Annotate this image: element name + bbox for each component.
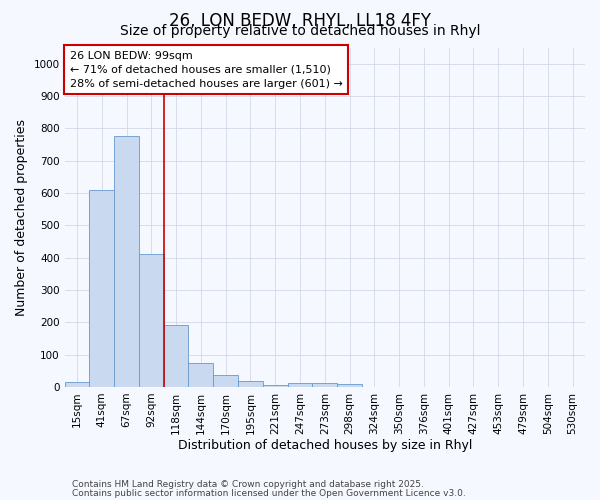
Bar bbox=[65, 382, 89, 387]
Text: Size of property relative to detached houses in Rhyl: Size of property relative to detached ho… bbox=[120, 24, 480, 38]
Bar bbox=[139, 254, 164, 387]
Text: Contains public sector information licensed under the Open Government Licence v3: Contains public sector information licen… bbox=[72, 489, 466, 498]
Text: Contains HM Land Registry data © Crown copyright and database right 2025.: Contains HM Land Registry data © Crown c… bbox=[72, 480, 424, 489]
Text: 26 LON BEDW: 99sqm
← 71% of detached houses are smaller (1,510)
28% of semi-deta: 26 LON BEDW: 99sqm ← 71% of detached hou… bbox=[70, 51, 343, 89]
Bar bbox=[213, 374, 238, 387]
Bar bbox=[263, 386, 287, 387]
Bar bbox=[238, 381, 263, 387]
Bar bbox=[188, 362, 213, 387]
Y-axis label: Number of detached properties: Number of detached properties bbox=[15, 118, 28, 316]
Bar bbox=[287, 383, 313, 387]
Bar bbox=[89, 190, 114, 387]
Bar bbox=[164, 324, 188, 387]
Text: 26, LON BEDW, RHYL, LL18 4FY: 26, LON BEDW, RHYL, LL18 4FY bbox=[169, 12, 431, 30]
Bar bbox=[114, 136, 139, 387]
Bar bbox=[313, 383, 337, 387]
Bar bbox=[337, 384, 362, 387]
X-axis label: Distribution of detached houses by size in Rhyl: Distribution of detached houses by size … bbox=[178, 440, 472, 452]
